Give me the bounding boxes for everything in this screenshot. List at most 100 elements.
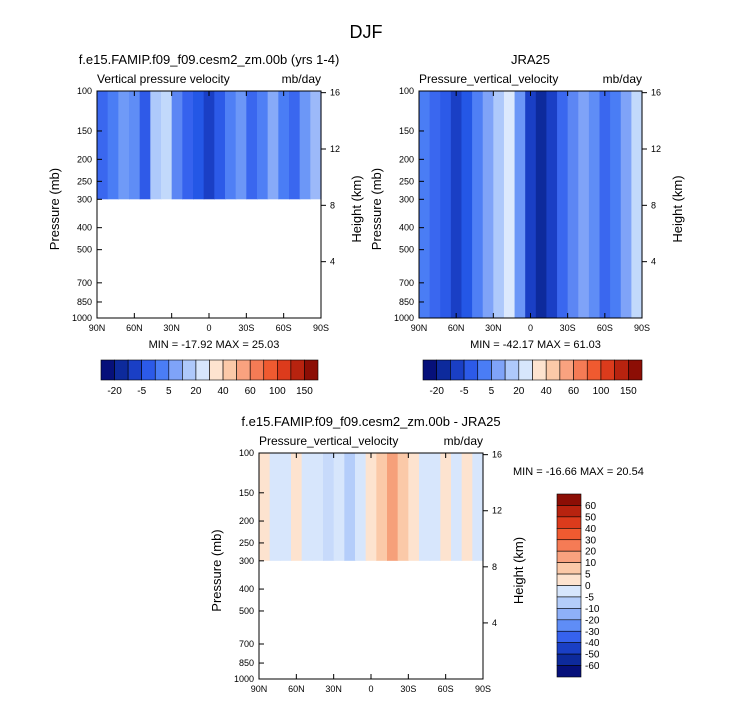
y-tick-label: 400 bbox=[239, 584, 254, 594]
panel-units: mb/day bbox=[282, 72, 321, 86]
y-tick-label: 1000 bbox=[394, 313, 414, 323]
colorbar-label: 60 bbox=[568, 386, 580, 397]
data-column bbox=[503, 91, 516, 318]
y-tick-label: 400 bbox=[77, 223, 92, 233]
data-column bbox=[97, 91, 109, 200]
data-column bbox=[299, 91, 311, 200]
panel-units: mb/day bbox=[603, 72, 642, 86]
data-column bbox=[450, 91, 463, 318]
data-column bbox=[193, 91, 205, 200]
data-column bbox=[312, 453, 324, 561]
panel-model: f.e15.FAMIP.f09_f09.cesm2_zm.00b (yrs 1-… bbox=[47, 52, 364, 351]
height-tick-label: 8 bbox=[330, 200, 335, 210]
y-tick-label: 100 bbox=[399, 86, 414, 96]
height-tick-label: 4 bbox=[330, 257, 335, 267]
data-column bbox=[419, 91, 431, 318]
colorbar-horizontal-obs: -20 -5 5 20 40 60 100 150 bbox=[422, 359, 643, 397]
colorbar-label: 20 bbox=[190, 386, 202, 397]
colorbar-swatch bbox=[168, 359, 183, 381]
y-tick-label: 500 bbox=[239, 606, 254, 616]
x-tick-label: 30S bbox=[560, 323, 576, 333]
y-axis-title: Pressure (mb) bbox=[369, 168, 384, 250]
data-column bbox=[620, 91, 632, 318]
colorbar-swatch bbox=[463, 359, 479, 381]
panels: f.e15.FAMIP.f09_f09.cesm2_zm.00b (yrs 1-… bbox=[47, 52, 685, 694]
colorbar-swatch bbox=[556, 528, 582, 541]
data-column bbox=[171, 91, 183, 200]
y-axis-title: Pressure (mb) bbox=[47, 168, 62, 250]
colorbar-label: 0 bbox=[585, 581, 591, 592]
x-tick-label: 90N bbox=[251, 684, 268, 694]
data-column bbox=[472, 453, 484, 561]
y-tick-label: 400 bbox=[399, 223, 414, 233]
data-column bbox=[408, 453, 420, 561]
panel-title: f.e15.FAMIP.f09_f09.cesm2_zm.00b - JRA25 bbox=[241, 414, 500, 429]
colorbar-swatch bbox=[586, 359, 602, 381]
colorbar-label: 10 bbox=[585, 558, 597, 569]
y-tick-label: 200 bbox=[239, 516, 254, 526]
data-column bbox=[323, 453, 335, 561]
data-column bbox=[557, 91, 569, 318]
data-column bbox=[214, 91, 226, 200]
data-column bbox=[631, 91, 643, 318]
x-tick-label: 30N bbox=[163, 323, 180, 333]
data-column bbox=[235, 91, 247, 200]
data-column bbox=[129, 91, 141, 200]
colorbar-label: -20 bbox=[107, 386, 122, 397]
y-tick-label: 1000 bbox=[72, 313, 92, 323]
colorbar-swatch bbox=[100, 359, 115, 381]
data-column bbox=[429, 91, 441, 318]
colorbar-swatch bbox=[222, 359, 237, 381]
colorbar-label: -20 bbox=[585, 615, 600, 626]
height-tick-label: 4 bbox=[492, 618, 497, 628]
panel-title: JRA25 bbox=[511, 52, 550, 67]
colorbar-label: 100 bbox=[269, 386, 286, 397]
data-column bbox=[257, 91, 269, 200]
height-tick-label: 12 bbox=[330, 144, 340, 154]
data-column bbox=[269, 453, 281, 561]
x-tick-label: 60N bbox=[448, 323, 465, 333]
y-tick-label: 700 bbox=[77, 278, 92, 288]
colorbar-label: 5 bbox=[585, 570, 591, 581]
colorbar-label: -10 bbox=[585, 604, 600, 615]
height-tick-label: 16 bbox=[651, 88, 661, 98]
colorbar-swatch bbox=[556, 516, 582, 529]
y-tick-label: 250 bbox=[399, 176, 414, 186]
colorbar-swatch bbox=[556, 653, 582, 666]
colorbar-swatch bbox=[141, 359, 156, 381]
x-tick-label: 30S bbox=[238, 323, 254, 333]
data-column bbox=[246, 91, 258, 200]
colorbar-swatch bbox=[491, 359, 506, 381]
x-tick-label: 60S bbox=[276, 323, 292, 333]
panel-title: f.e15.FAMIP.f09_f09.cesm2_zm.00b (yrs 1-… bbox=[79, 52, 340, 67]
colorbar-swatch bbox=[556, 573, 582, 586]
y-tick-label: 100 bbox=[77, 86, 92, 96]
x-tick-label: 90N bbox=[411, 323, 428, 333]
colorbar-label: 100 bbox=[593, 386, 610, 397]
data-column bbox=[278, 91, 290, 200]
y-axis-title-right: Height (km) bbox=[670, 175, 685, 242]
colorbars: -20 -5 5 20 40 60 100 150 -20 -5 5 20 40 60 100 1506050… bbox=[100, 359, 643, 678]
colorbar-swatch bbox=[556, 505, 582, 518]
height-tick-label: 12 bbox=[492, 506, 502, 516]
panel-units: mb/day bbox=[444, 434, 483, 448]
colorbar-swatch bbox=[277, 359, 292, 381]
colorbar-label: 20 bbox=[585, 547, 597, 558]
data-column bbox=[546, 91, 558, 318]
colorbar-label: -60 bbox=[585, 661, 600, 672]
height-tick-label: 8 bbox=[492, 562, 497, 572]
y-tick-label: 500 bbox=[399, 245, 414, 255]
data-column bbox=[535, 91, 548, 318]
y-tick-label: 150 bbox=[77, 126, 92, 136]
data-column bbox=[419, 453, 431, 561]
x-tick-label: 90S bbox=[313, 323, 329, 333]
colorbar-label: -5 bbox=[137, 386, 146, 397]
colorbar-label: 50 bbox=[585, 512, 597, 523]
colorbar-swatch bbox=[559, 359, 574, 381]
colorbar-swatch bbox=[573, 359, 588, 381]
data-column bbox=[451, 453, 463, 561]
panel-variable: Vertical pressure velocity bbox=[97, 72, 230, 86]
stats-label: MIN = -42.17 MAX = 61.03 bbox=[470, 339, 601, 351]
